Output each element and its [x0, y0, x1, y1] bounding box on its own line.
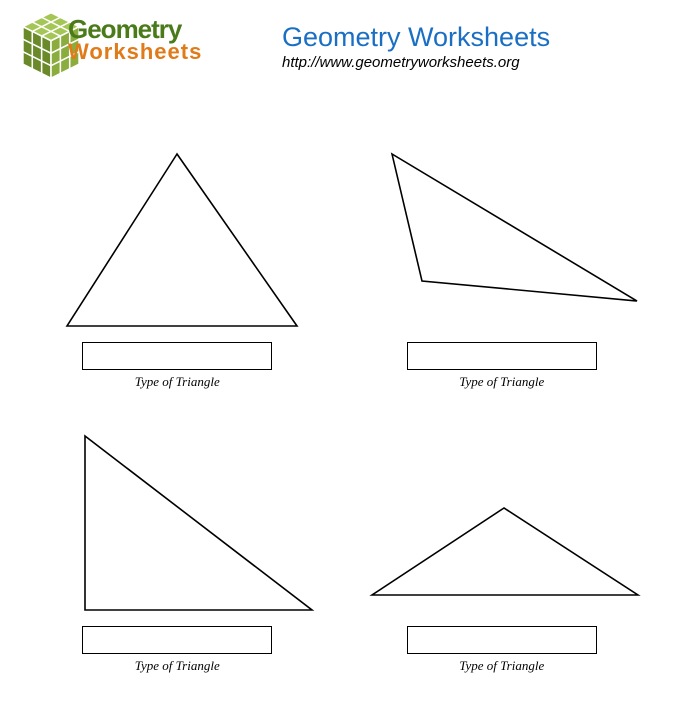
- triangle-item: Type of Triangle: [355, 146, 650, 390]
- logo: Geometry Worksheets: [12, 8, 242, 86]
- page-url: http://www.geometryworksheets.org: [282, 54, 550, 71]
- header-text: Geometry Worksheets http://www.geometryw…: [282, 22, 550, 71]
- answer-box[interactable]: [82, 342, 272, 370]
- triangle-item: Type of Triangle: [355, 430, 650, 674]
- answer-box[interactable]: [407, 342, 597, 370]
- worksheet-grid: Type of Triangle Type of Triangle Type o…: [0, 86, 679, 674]
- header: Geometry Worksheets Geometry Worksheets …: [0, 0, 679, 86]
- triangle-shape-1: [37, 146, 317, 336]
- triangle-caption: Type of Triangle: [459, 374, 544, 390]
- triangle-caption: Type of Triangle: [459, 658, 544, 674]
- triangle-shape-3: [37, 430, 317, 620]
- triangle-item: Type of Triangle: [30, 430, 325, 674]
- logo-line2: Worksheets: [68, 39, 202, 65]
- triangle-item: Type of Triangle: [30, 146, 325, 390]
- triangle-caption: Type of Triangle: [135, 658, 220, 674]
- answer-box[interactable]: [407, 626, 597, 654]
- answer-box[interactable]: [82, 626, 272, 654]
- triangle-shape-4: [362, 430, 642, 620]
- triangle-caption: Type of Triangle: [135, 374, 220, 390]
- logo-text: Geometry Worksheets: [68, 14, 202, 65]
- page-title: Geometry Worksheets: [282, 22, 550, 53]
- triangle-shape-2: [362, 146, 642, 336]
